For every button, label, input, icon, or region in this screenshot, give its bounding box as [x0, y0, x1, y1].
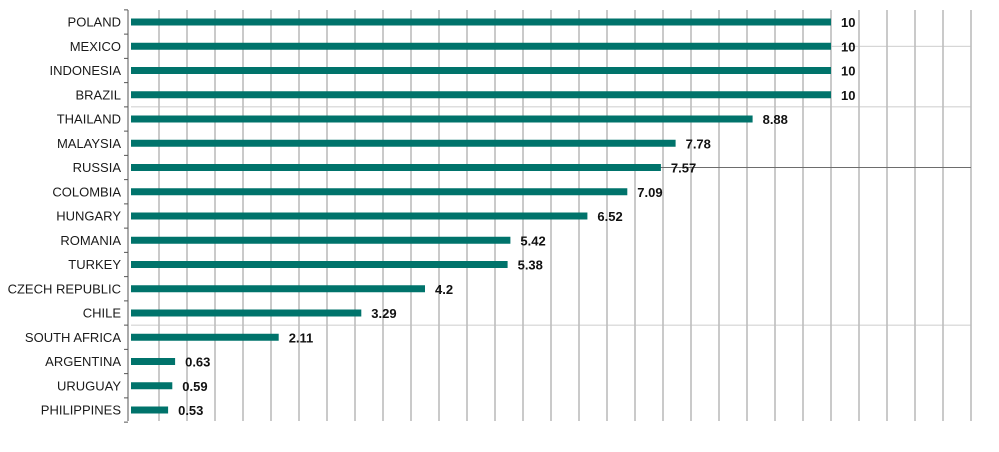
category-label: SOUTH AFRICA — [25, 330, 121, 345]
bar — [131, 115, 753, 123]
data-label: 4.2 — [435, 282, 453, 297]
value-labels: 10 10 10 10 8.88 7.78 7.57 7.09 6.52 5.42 5.38 4.2 3… — [178, 15, 855, 418]
data-label: 10 — [841, 64, 855, 79]
bar — [131, 188, 628, 196]
bar — [131, 333, 279, 341]
bar — [131, 212, 588, 220]
category-label: CZECH REPUBLIC — [8, 281, 121, 296]
category-label: POLAND — [68, 15, 121, 30]
category-labels: POLAND MEXICO INDONESIA BRAZIL THAILAND MALAY… — [8, 15, 122, 418]
bar — [131, 358, 176, 365]
category-label: RUSSIA — [73, 160, 122, 175]
category-label: URUGUAY — [57, 378, 121, 393]
data-label: 7.09 — [637, 185, 662, 200]
category-label: COLOMBIA — [52, 184, 121, 199]
data-label: 7.78 — [686, 136, 711, 151]
data-label: 0.63 — [185, 355, 210, 370]
bar — [131, 42, 831, 50]
bar — [131, 18, 831, 26]
data-label: 0.53 — [178, 403, 203, 418]
data-label: 10 — [841, 39, 855, 54]
bars — [131, 18, 831, 414]
data-label: 10 — [841, 88, 855, 103]
category-label: TURKEY — [68, 257, 121, 272]
bar — [131, 406, 169, 414]
data-label: 6.52 — [597, 209, 622, 224]
data-label: 0.59 — [182, 379, 207, 394]
bar — [131, 139, 676, 147]
category-label: PHILIPPINES — [41, 403, 122, 418]
data-label: 7.57 — [671, 161, 696, 176]
category-label: ARGENTINA — [45, 354, 121, 369]
data-label: 10 — [841, 15, 855, 30]
bar — [131, 236, 511, 244]
data-label: 3.29 — [371, 306, 396, 321]
data-label: 2.11 — [289, 330, 314, 345]
data-label: 5.38 — [518, 258, 543, 273]
category-label: THAILAND — [57, 112, 121, 127]
bar — [131, 309, 362, 317]
bar — [131, 382, 173, 390]
bar — [131, 67, 831, 74]
bar — [131, 285, 425, 293]
category-label: HUNGARY — [56, 209, 121, 224]
bar — [131, 164, 661, 171]
category-label: INDONESIA — [49, 63, 121, 78]
category-label: MALAYSIA — [57, 136, 121, 151]
category-label: BRAZIL — [75, 87, 121, 102]
data-label: 5.42 — [520, 233, 545, 248]
bar — [131, 91, 831, 99]
data-label: 8.88 — [763, 112, 788, 127]
category-axis — [124, 9, 129, 423]
bar — [131, 261, 508, 268]
category-label: CHILE — [83, 306, 122, 321]
category-label: MEXICO — [70, 39, 121, 54]
category-label: ROMANIA — [60, 233, 121, 248]
